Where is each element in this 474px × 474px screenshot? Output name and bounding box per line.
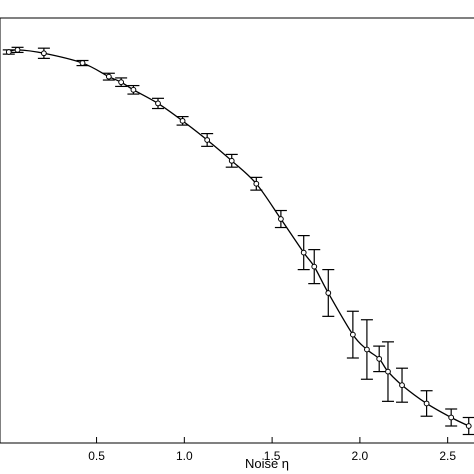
x-axis: 0.5 1.0 1.5 2.0 2.5 xyxy=(88,437,456,463)
data-point xyxy=(465,423,472,429)
data-point xyxy=(399,382,405,389)
x-tick-label: 2.5 xyxy=(439,449,456,463)
series-layer xyxy=(2,46,474,436)
data-point xyxy=(228,157,235,164)
data-point xyxy=(40,50,47,57)
data-point xyxy=(118,79,125,86)
x-tick-label: 0.5 xyxy=(88,449,105,463)
data-point xyxy=(130,86,137,93)
data-point xyxy=(300,249,307,256)
data-point xyxy=(423,400,430,407)
data-point xyxy=(277,216,284,222)
data-point xyxy=(325,290,332,296)
x-tick-label: 1.0 xyxy=(176,449,193,463)
data-point xyxy=(311,263,318,270)
data-point xyxy=(179,117,186,124)
data-point xyxy=(448,414,455,421)
data-point xyxy=(385,368,391,375)
data-point xyxy=(364,346,370,353)
x-tick-label: 1.5 xyxy=(264,449,281,463)
x-axis-label: Noise η xyxy=(245,456,289,471)
data-point xyxy=(105,73,112,80)
data-point xyxy=(253,180,260,187)
x-tick-label: 2.0 xyxy=(352,449,369,463)
data-point xyxy=(14,46,21,53)
data-point xyxy=(79,60,86,66)
data-point xyxy=(155,100,161,107)
data-point xyxy=(376,355,383,362)
data-point xyxy=(5,49,12,55)
data-point xyxy=(349,331,356,338)
data-point xyxy=(204,137,211,143)
series-line xyxy=(8,49,470,427)
plot-frame xyxy=(0,17,474,444)
